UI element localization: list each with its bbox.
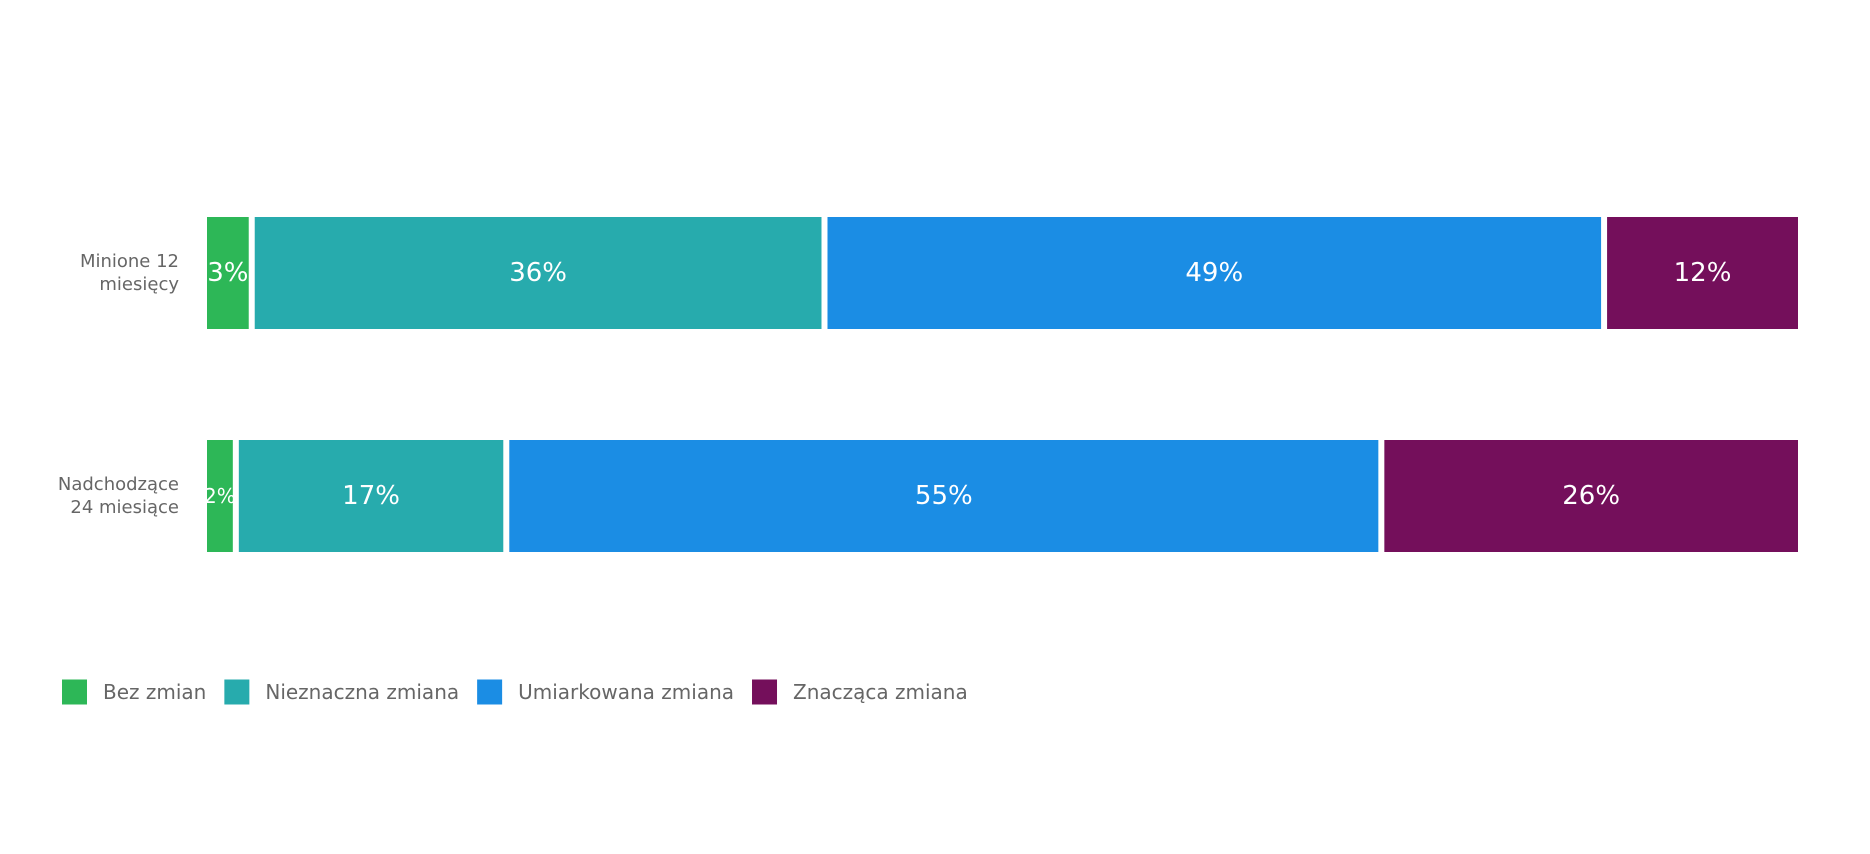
data-label: 26% [1562, 481, 1620, 511]
data-label: 49% [1185, 258, 1243, 288]
category-label: Minione 12 [80, 251, 179, 272]
category-label: 24 miesiące [70, 497, 179, 518]
bar-segment [207, 217, 249, 329]
bar-segment [207, 440, 233, 552]
legend-label: Umiarkowana zmiana [518, 680, 734, 704]
bar-segment [254, 217, 822, 329]
legend-swatch [752, 679, 778, 705]
legend-item: Bez zmian [62, 679, 206, 705]
legend-swatch [477, 679, 503, 705]
legend-label: Nieznaczna zmiana [265, 680, 459, 704]
category-label: Nadchodzące [58, 474, 179, 495]
bar-segment [827, 217, 1602, 329]
category-label: miesięcy [99, 274, 179, 295]
legend-item: Znacząca zmiana [752, 679, 968, 705]
legend-swatch [62, 679, 87, 705]
data-label: 3% [207, 258, 248, 288]
legend-item: Umiarkowana zmiana [477, 679, 734, 705]
data-label: 36% [509, 258, 567, 288]
bar-segment [1607, 217, 1798, 329]
legend-label: Znacząca zmiana [793, 680, 968, 704]
data-label: 2% [204, 484, 236, 508]
bar-segment [1384, 440, 1798, 552]
data-label: 17% [342, 481, 400, 511]
legend-label: Bez zmian [103, 680, 206, 704]
data-label: 55% [915, 481, 973, 511]
bar-segment [509, 440, 1379, 552]
legend-swatch [224, 679, 250, 705]
bar-segment [238, 440, 504, 552]
legend-item: Nieznaczna zmiana [224, 679, 459, 705]
bars-layer: 3% 36% 49% 12% 2% 17% 55% 26% [204, 217, 1798, 552]
data-label: 12% [1674, 258, 1732, 288]
legend: Bez zmian Nieznaczna zmiana Umiarkowana zm… [62, 679, 968, 705]
